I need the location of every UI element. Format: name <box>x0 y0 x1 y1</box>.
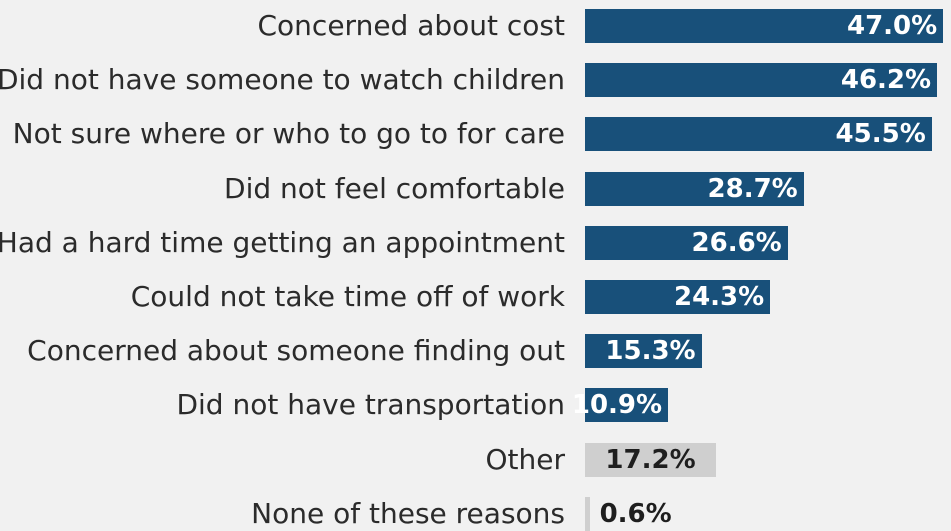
category-label-did-not-have-someone-to-watch-children: Did not have someone to watch children <box>0 63 565 97</box>
category-label-other: Other <box>485 442 565 476</box>
value-label-could-not-take-time-off-of-work: 24.3% <box>673 282 765 312</box>
category-label-concerned-about-cost: Concerned about cost <box>257 9 566 42</box>
value-label-had-a-hard-time-getting-an-appointment: 26.6% <box>691 227 782 258</box>
bar-concerned-about-someone-finding-out <box>585 334 702 369</box>
category-label-did-not-have-transportation: Did not have transportation <box>176 388 565 422</box>
category-label-concerned-about-someone-finding-out: Concerned about someone finding out <box>27 334 565 368</box>
value-label-did-not-have-someone-to-watch-children: 46.2% <box>840 65 932 96</box>
value-label-not-sure-where-or-who-to-go-to-for-care: 45.5% <box>835 119 926 150</box>
bar-none-of-these-reasons <box>585 496 590 531</box>
category-label-did-not-feel-comfortable: Did not feel comfortable <box>224 171 565 205</box>
value-label-concerned-about-someone-finding-out: 15.3% <box>605 336 696 367</box>
bar-did-not-feel-comfortable <box>585 171 804 206</box>
bar-had-a-hard-time-getting-an-appointment <box>585 225 788 260</box>
value-label-did-not-have-transportation: 10.9% <box>571 390 663 421</box>
bar-other <box>585 442 717 477</box>
bar-did-not-have-transportation <box>585 388 669 423</box>
value-label-none-of-these-reasons: 0.6% <box>599 498 672 529</box>
category-label-had-a-hard-time-getting-an-appointment: Had a hard time getting an appointment <box>0 225 565 259</box>
value-label-concerned-about-cost: 47.0% <box>846 11 938 41</box>
value-label-did-not-feel-comfortable: 28.7% <box>707 173 798 204</box>
bar-did-not-have-someone-to-watch-children <box>585 63 938 98</box>
category-label-not-sure-where-or-who-to-go-to-for-care: Not sure where or who to go to for care <box>12 117 565 151</box>
category-label-none-of-these-reasons: None of these reasons <box>251 496 565 530</box>
bar-not-sure-where-or-who-to-go-to-for-care <box>585 117 932 152</box>
bar-concerned-about-cost <box>585 9 944 43</box>
value-label-other: 17.2% <box>605 444 696 475</box>
bar-could-not-take-time-off-of-work <box>585 280 771 314</box>
category-label-could-not-take-time-off-of-work: Could not take time off of work <box>130 280 565 313</box>
